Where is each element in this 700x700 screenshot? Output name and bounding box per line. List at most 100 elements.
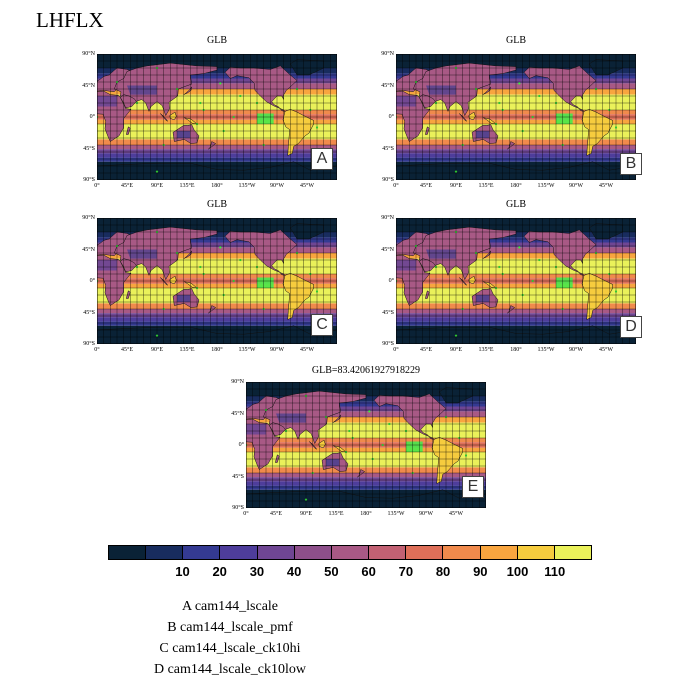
y-tick-label: 45°N [381, 246, 394, 253]
panel-title: GLB [207, 199, 227, 210]
panel-label-d: D [620, 316, 642, 338]
y-tick-label: 90°S [382, 177, 394, 183]
y-tick-label: 90°N [381, 215, 394, 221]
colorbar-label: 30 [249, 564, 265, 579]
x-tick-label: 90°W [269, 347, 285, 353]
colorbar-segment [257, 546, 295, 559]
colorbar-segment [369, 546, 407, 559]
y-tick-label: 90°S [232, 505, 244, 511]
x-tick-label: 180° [360, 511, 372, 517]
colorbar-label: 10 [175, 564, 190, 579]
colorbar-segment [220, 546, 258, 559]
y-tick-label: 90°S [382, 341, 394, 347]
panel-title: GLB [506, 199, 526, 210]
x-tick-label: 135°W [238, 347, 256, 353]
legend: A cam144_lscale B cam144_lscale_pmf C ca… [120, 596, 340, 680]
legend-item-c: C cam144_lscale_ck10hi [159, 641, 301, 656]
x-tick-label: 135°E [328, 511, 344, 517]
y-tick-label: 45°S [83, 145, 95, 152]
legend-item-d: D cam144_lscale_ck10low [153, 662, 306, 677]
colorbar-label: 110 [544, 564, 566, 579]
colorbar-label: 90 [473, 564, 488, 579]
map-plot-e [246, 382, 486, 508]
colorbar-segment [554, 546, 592, 559]
y-tick-label: 90°N [381, 51, 394, 57]
y-tick-label: 0° [388, 114, 394, 120]
x-tick-label: 90°E [150, 347, 164, 353]
legend-item-b: B cam144_lscale_pmf [167, 620, 293, 635]
x-tick-label: 0° [94, 347, 100, 353]
x-tick-label: 90°W [418, 511, 434, 517]
x-tick-label: 135°E [179, 183, 195, 189]
colorbar-label: 100 [506, 564, 529, 579]
colorbar-segment [183, 546, 221, 559]
x-tick-label: 135°W [387, 511, 405, 517]
colorbar-segment [480, 546, 518, 559]
x-tick-label: 135°W [238, 183, 256, 189]
x-tick-label: 0° [94, 183, 100, 189]
figure-title: LHFLX [36, 8, 104, 32]
panel-label-e: E [462, 476, 484, 498]
x-tick-label: 0° [393, 183, 399, 189]
x-tick-label: 0° [393, 347, 399, 353]
x-tick-label: 90°E [449, 183, 463, 189]
map-plot-b [396, 54, 636, 180]
y-tick-label: 0° [388, 278, 394, 284]
colorbar-label: 40 [286, 564, 302, 579]
panel-title: GLB [506, 35, 526, 46]
x-tick-label: 90°E [449, 347, 463, 353]
y-tick-label: 45°S [232, 473, 244, 480]
x-tick-label: 0° [243, 511, 249, 517]
x-tick-label: 135°E [478, 183, 494, 189]
y-tick-label: 0° [89, 114, 95, 120]
colorbar-segment [517, 546, 555, 559]
colorbar-label: 50 [324, 564, 339, 579]
y-tick-label: 0° [89, 278, 95, 284]
map-plot-d [396, 218, 636, 344]
y-tick-label: 90°S [83, 177, 95, 183]
panel-title: GLB [207, 35, 227, 46]
x-tick-label: 90°W [568, 347, 584, 353]
colorbar-label: 70 [398, 564, 414, 579]
colorbar-label: 80 [435, 564, 451, 579]
x-tick-label: 90°W [568, 183, 584, 189]
y-tick-label: 45°N [82, 246, 95, 253]
x-tick-label: 45°W [299, 347, 315, 353]
x-tick-label: 45°E [419, 347, 433, 353]
colorbar-label: 60 [361, 564, 376, 579]
y-tick-label: 0° [238, 442, 244, 448]
y-tick-label: 45°N [82, 82, 95, 89]
colorbar [108, 545, 592, 560]
panel-title: GLB=83.42061927918229 [311, 365, 421, 376]
y-tick-label: 45°S [382, 145, 394, 152]
map-plot-a [97, 54, 337, 180]
colorbar-segment [146, 546, 184, 559]
x-tick-label: 45°W [299, 183, 315, 189]
y-tick-label: 90°N [231, 379, 244, 385]
map-panel-c: GLB C 90°N 45°N 0° 45°S 90°S 0° 45°E 90°E 135°E 1… [82, 199, 337, 353]
x-tick-label: 135°E [179, 347, 195, 353]
colorbar-segment [331, 546, 370, 559]
y-tick-label: 90°N [82, 215, 95, 221]
map-panel-d: GLB D 90°N 45°N 0° 45°S 90°S 0° 45°E 90°E 135°E 1… [381, 199, 642, 353]
x-tick-label: 45°W [598, 183, 614, 189]
x-tick-label: 90°W [269, 183, 285, 189]
x-tick-label: 90°E [299, 511, 313, 517]
y-tick-label: 45°N [231, 410, 244, 417]
panel-label-b: B [620, 153, 642, 175]
x-tick-label: 45°E [419, 183, 433, 189]
y-tick-label: 90°S [83, 341, 95, 347]
x-tick-label: 180° [211, 183, 223, 189]
y-tick-label: 45°S [382, 309, 394, 316]
colorbar-label: 20 [212, 564, 227, 579]
panel-label-c: C [311, 314, 333, 336]
x-tick-label: 180° [510, 347, 522, 353]
colorbar-segment [443, 546, 481, 559]
x-tick-label: 180° [211, 347, 223, 353]
panel-label-a: A [311, 148, 333, 170]
y-tick-label: 90°N [82, 51, 95, 57]
x-tick-label: 135°E [478, 347, 494, 353]
x-tick-label: 135°W [537, 347, 555, 353]
legend-item-a: A cam144_lscale [181, 599, 279, 614]
map-panel-b: GLB B 90°N 45°N 0° 45°S 90°S 0° 45°E 90°E 135°E 1… [381, 35, 642, 189]
